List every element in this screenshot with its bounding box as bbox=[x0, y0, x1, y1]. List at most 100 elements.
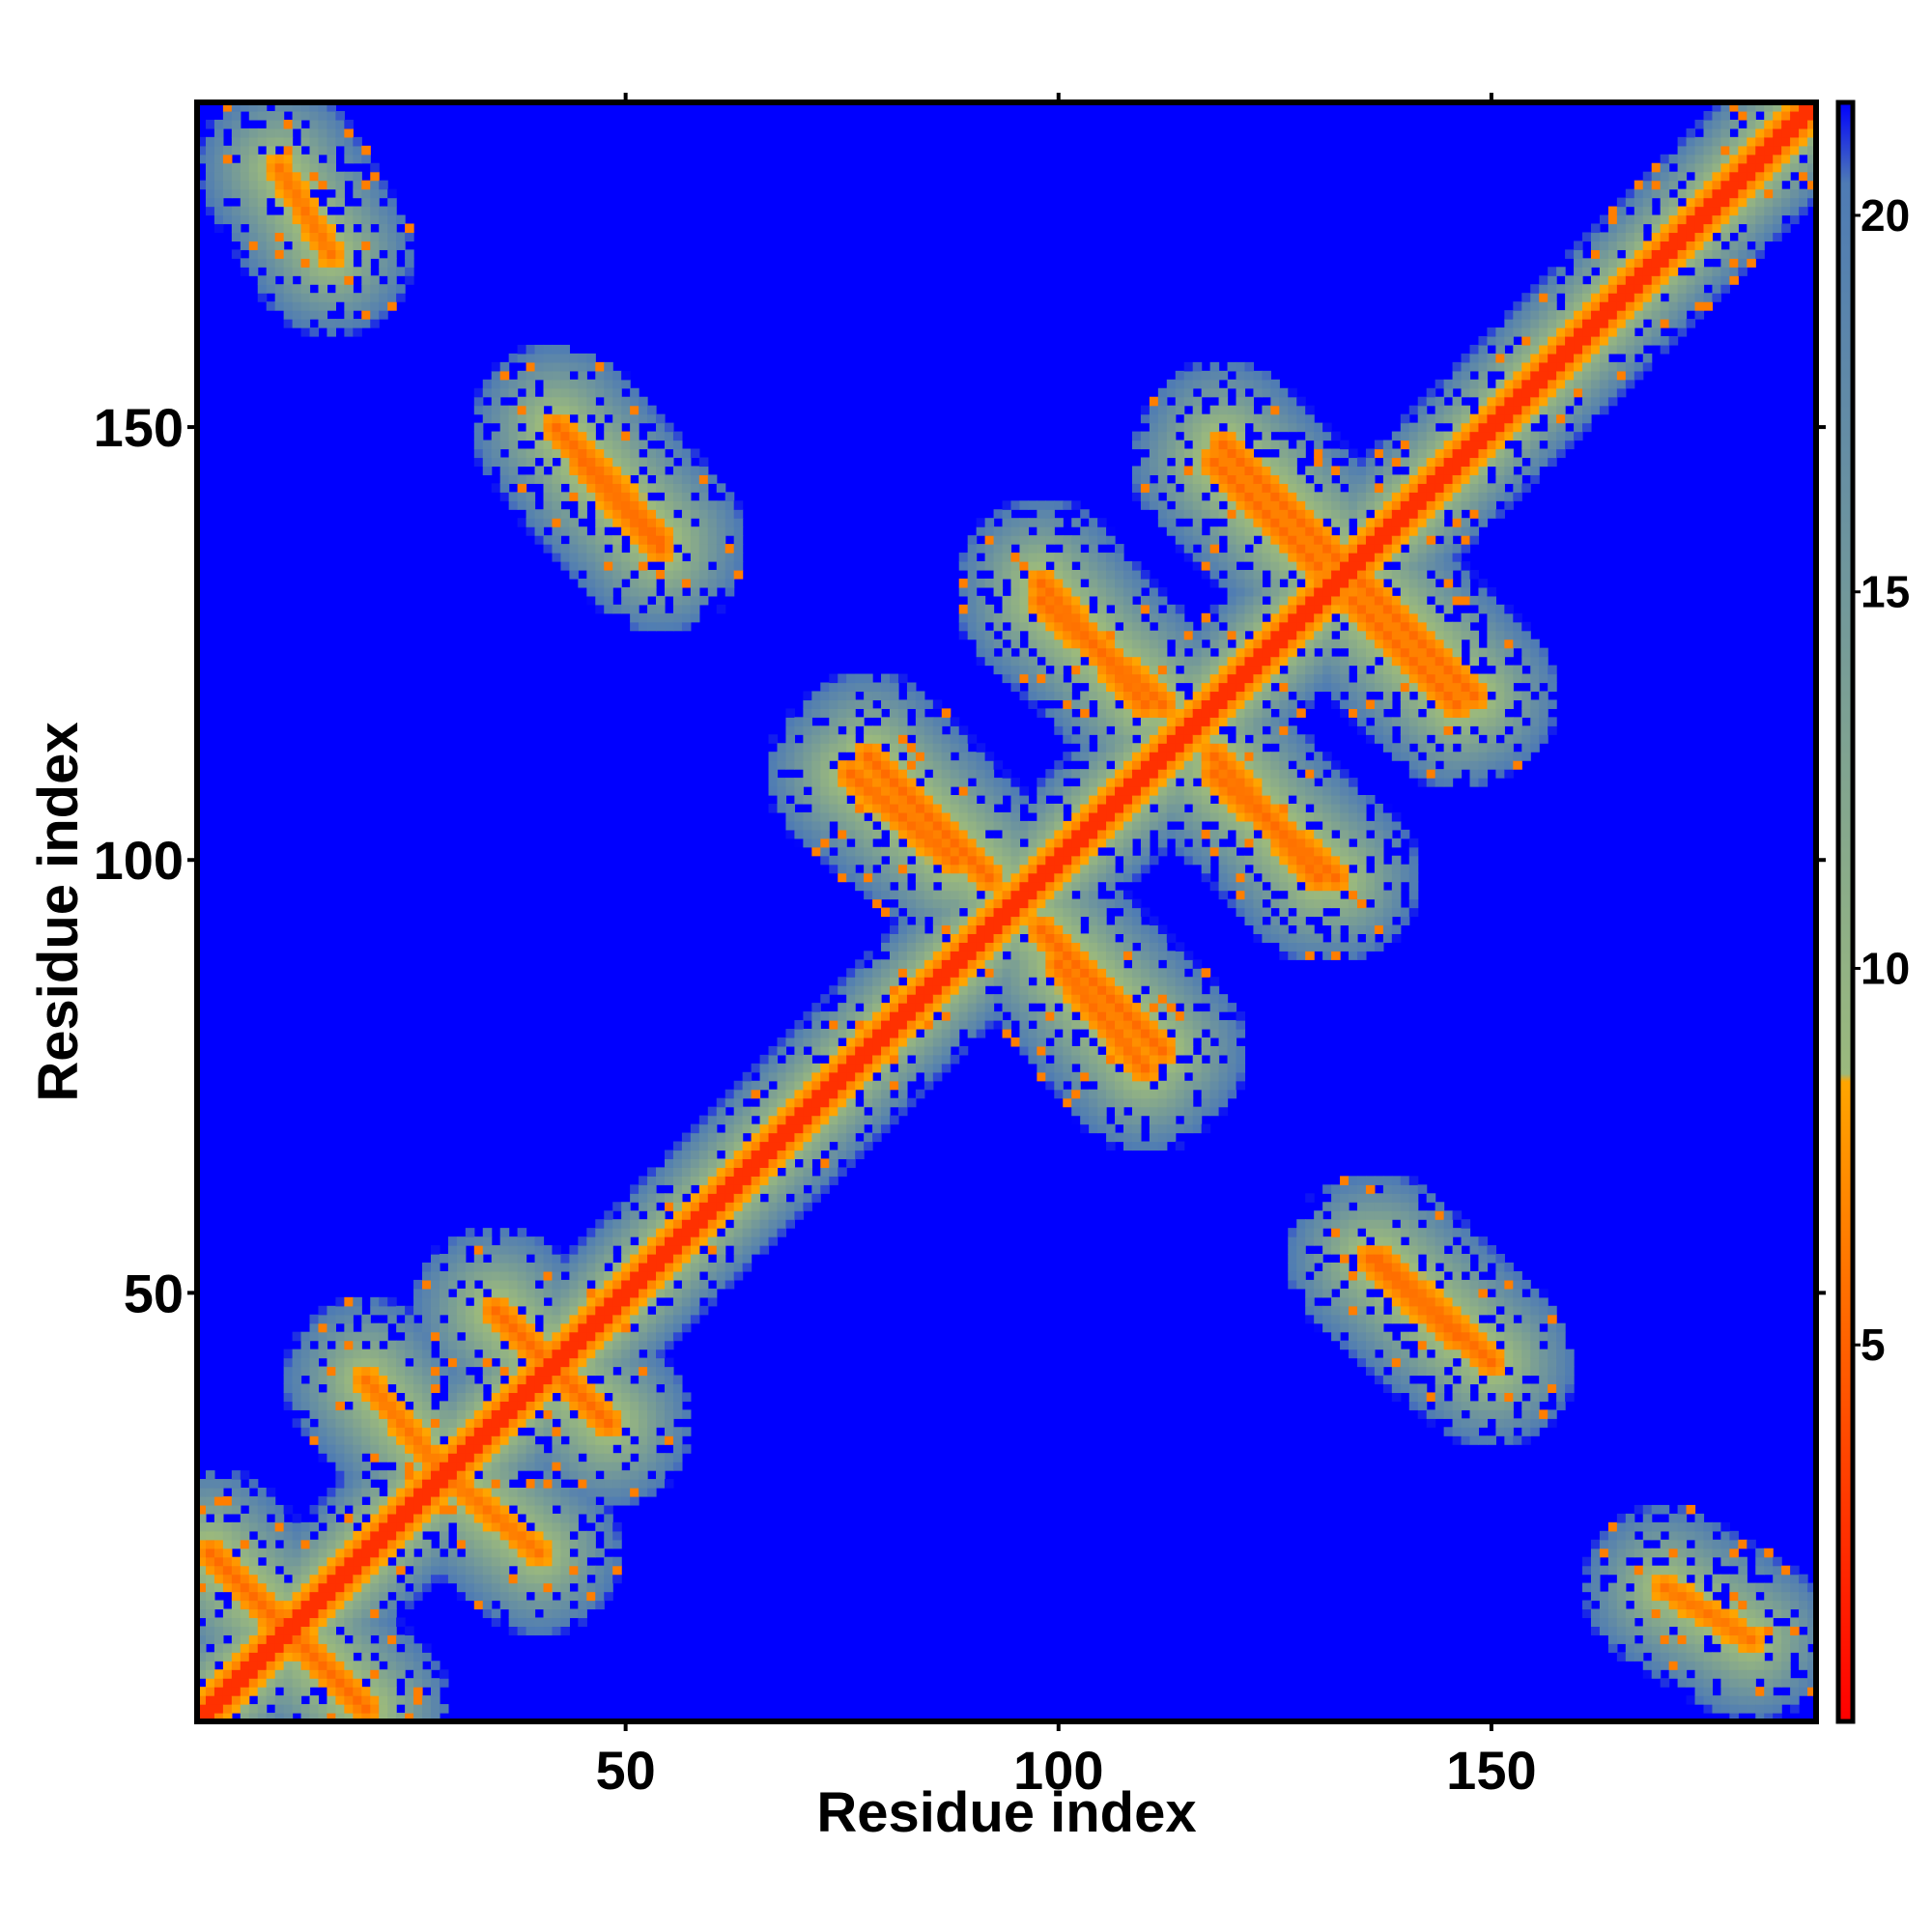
heatmap-cell bbox=[292, 119, 302, 129]
heatmap-cell bbox=[309, 1357, 320, 1368]
heatmap-cell bbox=[353, 214, 362, 225]
heatmap-cell bbox=[327, 319, 336, 328]
heatmap-cell bbox=[370, 1713, 380, 1721]
heatmap-cell bbox=[967, 977, 978, 986]
heatmap-cell bbox=[586, 440, 596, 450]
heatmap-cell bbox=[855, 838, 865, 848]
heatmap-cell bbox=[231, 119, 242, 129]
heatmap-cell bbox=[1037, 907, 1046, 918]
heatmap-cell bbox=[283, 1521, 294, 1532]
heatmap-cell bbox=[482, 1565, 493, 1576]
heatmap-cell bbox=[698, 518, 709, 527]
heatmap-cell bbox=[656, 474, 666, 484]
heatmap-cell bbox=[569, 379, 579, 389]
heatmap-cell bbox=[1089, 907, 1098, 918]
heatmap-cell bbox=[751, 1176, 761, 1185]
heatmap-cell bbox=[872, 743, 882, 753]
heatmap-cell bbox=[621, 1314, 631, 1324]
heatmap-cell bbox=[647, 466, 657, 475]
heatmap-cell bbox=[222, 154, 233, 164]
heatmap-cell bbox=[932, 933, 943, 943]
heatmap-cell bbox=[240, 258, 250, 268]
heatmap-cell bbox=[777, 1089, 787, 1099]
heatmap-cell bbox=[630, 466, 639, 475]
heatmap-cell bbox=[517, 1331, 527, 1342]
heatmap-cell bbox=[1071, 864, 1081, 874]
heatmap-cell bbox=[681, 569, 692, 580]
heatmap-cell bbox=[569, 544, 579, 554]
heatmap-cell bbox=[413, 1704, 423, 1714]
heatmap-cell bbox=[672, 553, 683, 562]
heatmap-cell bbox=[473, 1331, 484, 1342]
heatmap-cell bbox=[344, 1409, 354, 1419]
heatmap-cell bbox=[543, 1495, 554, 1506]
heatmap-cell bbox=[370, 1349, 380, 1359]
heatmap-cell bbox=[422, 1678, 432, 1688]
heatmap-cell bbox=[344, 1435, 354, 1445]
heatmap-cell bbox=[1054, 1089, 1064, 1099]
heatmap-cell bbox=[266, 128, 276, 138]
heatmap-cell bbox=[447, 1427, 458, 1436]
heatmap-cell bbox=[716, 518, 726, 527]
heatmap-cell bbox=[941, 942, 952, 952]
heatmap-cell bbox=[958, 968, 969, 978]
heatmap-cell bbox=[309, 1427, 320, 1436]
heatmap-cell bbox=[482, 466, 493, 475]
heatmap-cell bbox=[621, 1210, 631, 1220]
heatmap-cell bbox=[456, 1305, 467, 1316]
heatmap-cell bbox=[499, 1427, 510, 1436]
heatmap-cell bbox=[1089, 526, 1098, 536]
heatmap-cell bbox=[1028, 959, 1037, 969]
heatmap-cell bbox=[724, 1202, 735, 1211]
heatmap-cell bbox=[499, 1270, 510, 1281]
heatmap-cell bbox=[690, 1167, 700, 1177]
heatmap-cell bbox=[257, 1495, 268, 1506]
heatmap-cell bbox=[231, 1521, 242, 1532]
heatmap-cell bbox=[1089, 977, 1098, 986]
heatmap-cell bbox=[1010, 846, 1021, 857]
heatmap-cell bbox=[915, 1063, 925, 1073]
heatmap-cell bbox=[491, 1556, 501, 1567]
heatmap-cell bbox=[1002, 509, 1012, 519]
heatmap-cell bbox=[923, 1054, 934, 1065]
heatmap-cell bbox=[361, 223, 371, 234]
heatmap-cell bbox=[300, 1366, 311, 1377]
heatmap-cell bbox=[846, 1089, 856, 1099]
heatmap-cell bbox=[508, 448, 519, 459]
heatmap-cell bbox=[387, 1401, 397, 1410]
heatmap-cell bbox=[335, 1453, 345, 1463]
heatmap-cell bbox=[552, 370, 562, 381]
heatmap-cell bbox=[413, 1556, 423, 1567]
heatmap-cell bbox=[499, 1513, 510, 1523]
heatmap-cell bbox=[803, 1115, 812, 1125]
heatmap-cell bbox=[569, 1504, 579, 1515]
heatmap-cell bbox=[1063, 535, 1072, 545]
heatmap-cell bbox=[413, 1392, 423, 1402]
heatmap-cell bbox=[1045, 786, 1055, 796]
heatmap-cell bbox=[526, 1608, 536, 1619]
heatmap-cell bbox=[370, 188, 380, 199]
heatmap-cell bbox=[707, 1123, 718, 1134]
heatmap-cell bbox=[257, 154, 268, 164]
heatmap-cell bbox=[543, 1556, 554, 1567]
heatmap-cell bbox=[526, 1270, 536, 1281]
heatmap-cell bbox=[932, 985, 943, 995]
heatmap-cell bbox=[526, 1548, 536, 1558]
heatmap-cell bbox=[1028, 630, 1037, 640]
heatmap-cell bbox=[257, 1565, 268, 1576]
heatmap-cell bbox=[690, 569, 700, 580]
heatmap-cell bbox=[413, 1375, 423, 1385]
heatmap-cell bbox=[838, 1054, 847, 1065]
heatmap-cell bbox=[811, 1028, 821, 1038]
heatmap-cell bbox=[379, 1695, 388, 1705]
heatmap-cell bbox=[733, 1176, 744, 1185]
heatmap-cell bbox=[864, 1080, 873, 1091]
heatmap-cell bbox=[612, 1322, 622, 1333]
heatmap-cell bbox=[1089, 1063, 1098, 1073]
heatmap-cell bbox=[560, 518, 570, 527]
heatmap-cell bbox=[890, 725, 899, 735]
heatmap-cell bbox=[794, 820, 804, 831]
heatmap-cell bbox=[465, 1470, 475, 1480]
heatmap-cell bbox=[248, 267, 259, 276]
heatmap-cell bbox=[829, 778, 838, 787]
